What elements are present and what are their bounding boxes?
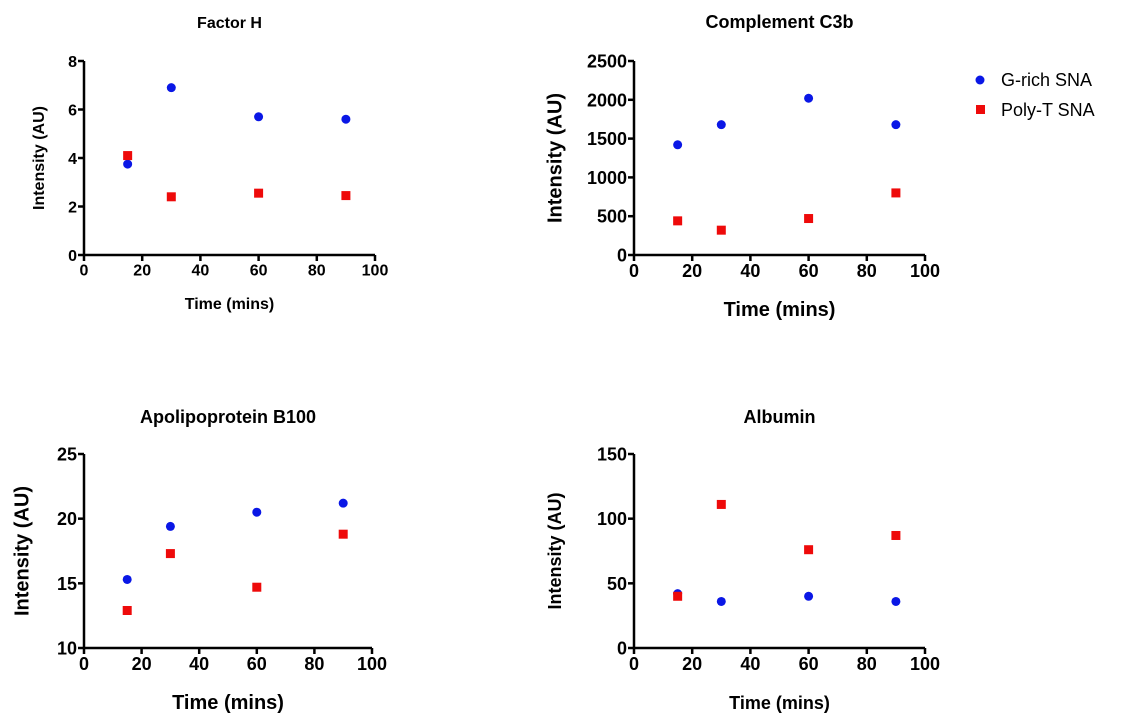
y-tick-label: 100: [597, 509, 627, 529]
legend: G-rich SNA Poly-T SNA: [975, 70, 1095, 120]
data-point-g-rich: [123, 159, 133, 169]
y-tick-label: 50: [607, 574, 627, 594]
chart-panel-3: Apolipoprotein B100 10 15 20 25 0 20 40 60 80 100 T…: [11, 407, 387, 714]
data-point-poly-t: [338, 529, 348, 539]
y-axis-label: Intensity (AU): [31, 106, 48, 210]
x-tick-label: 40: [192, 262, 210, 279]
y-tick-label: 0: [617, 245, 627, 265]
y-tick-label: 25: [57, 444, 77, 464]
y-tick-label: 10: [57, 638, 77, 658]
x-tick-label: 80: [857, 654, 877, 674]
data-point-g-rich: [341, 114, 351, 124]
data-point-poly-t: [891, 530, 901, 540]
y-tick-label: 20: [57, 509, 77, 529]
y-tick-label: 0: [68, 248, 77, 265]
y-axis-label: Intensity (AU): [544, 93, 566, 223]
data-point-g-rich: [673, 140, 683, 150]
y-tick-label: 500: [597, 207, 627, 227]
data-point-poly-t: [804, 545, 814, 555]
chart-title: Factor H: [197, 15, 262, 32]
data-point-poly-t: [341, 191, 351, 201]
x-tick-label: 100: [910, 261, 940, 281]
x-tick-label: 0: [79, 654, 89, 674]
data-point-g-rich: [716, 120, 726, 130]
x-axis-label: Time (mins): [724, 299, 836, 321]
x-tick-label: 40: [740, 654, 760, 674]
y-tick-label: 2500: [587, 51, 627, 71]
x-tick-label: 80: [304, 654, 324, 674]
y-axis-label: Intensity (AU): [11, 486, 33, 616]
chart-title: Apolipoprotein B100: [140, 407, 316, 427]
x-tick-label: 0: [629, 261, 639, 281]
x-tick-label: 20: [132, 654, 152, 674]
x-tick-label: 20: [682, 654, 702, 674]
x-tick-label: 60: [247, 654, 267, 674]
data-point-poly-t: [165, 549, 175, 559]
chart-title: Complement C3b: [705, 12, 853, 32]
x-tick-label: 80: [308, 262, 326, 279]
data-point-g-rich: [165, 521, 175, 531]
x-tick-label: 0: [629, 654, 639, 674]
data-point-g-rich: [804, 591, 814, 601]
data-point-poly-t: [804, 214, 814, 224]
x-axis-label: Time (mins): [185, 296, 275, 313]
data-point-poly-t: [254, 188, 264, 198]
data-point-g-rich: [122, 574, 132, 584]
x-tick-label: 80: [857, 261, 877, 281]
y-tick-label: 4: [68, 151, 77, 168]
data-point-g-rich: [338, 498, 348, 508]
y-tick-label: 150: [597, 444, 627, 464]
data-point-poly-t: [673, 591, 683, 601]
x-tick-label: 60: [799, 654, 819, 674]
y-tick-label: 15: [57, 574, 77, 594]
data-point-poly-t: [891, 188, 901, 198]
chart-panel-2: Complement C3b 0 500 1000 1500 2000 2500 0 20 40 6…: [544, 12, 940, 321]
data-point-poly-t: [166, 192, 176, 202]
data-point-g-rich: [891, 596, 901, 606]
y-tick-label: 1000: [587, 168, 627, 188]
x-axis-label: Time (mins): [729, 693, 830, 713]
legend-marker-g-rich: [975, 75, 985, 85]
data-point-g-rich: [804, 93, 814, 103]
data-point-g-rich: [716, 596, 726, 606]
chart-panel-4: Albumin 0 50 100 150 0 20 40 60 80 100 Time (mins) I…: [545, 407, 940, 713]
x-tick-label: 100: [910, 654, 940, 674]
data-point-poly-t: [716, 499, 726, 509]
chart-title: Albumin: [744, 407, 816, 427]
y-tick-label: 6: [68, 102, 77, 119]
y-tick-label: 8: [68, 54, 77, 71]
x-tick-label: 40: [740, 261, 760, 281]
legend-label-g-rich: G-rich SNA: [1001, 70, 1092, 90]
x-tick-label: 60: [250, 262, 268, 279]
data-point-g-rich: [252, 507, 262, 517]
data-point-poly-t: [673, 216, 683, 226]
y-tick-label: 2: [68, 199, 77, 216]
x-tick-label: 100: [362, 262, 389, 279]
x-tick-label: 20: [682, 261, 702, 281]
y-tick-label: 2000: [587, 90, 627, 110]
x-axis-label: Time (mins): [172, 692, 284, 714]
x-tick-label: 20: [133, 262, 151, 279]
data-point-g-rich: [254, 112, 264, 122]
legend-label-poly-t: Poly-T SNA: [1001, 100, 1095, 120]
x-tick-label: 100: [357, 654, 387, 674]
y-axis-label: Intensity (AU): [545, 492, 565, 609]
data-point-g-rich: [891, 120, 901, 130]
x-tick-label: 60: [799, 261, 819, 281]
x-tick-label: 40: [189, 654, 209, 674]
data-point-g-rich: [166, 83, 176, 93]
data-point-poly-t: [716, 225, 726, 235]
data-point-poly-t: [122, 605, 132, 615]
y-tick-label: 1500: [587, 129, 627, 149]
x-tick-label: 0: [80, 262, 89, 279]
y-tick-label: 0: [617, 638, 627, 658]
data-point-poly-t: [123, 151, 133, 161]
legend-marker-poly-t: [976, 105, 985, 114]
data-point-poly-t: [252, 582, 262, 592]
